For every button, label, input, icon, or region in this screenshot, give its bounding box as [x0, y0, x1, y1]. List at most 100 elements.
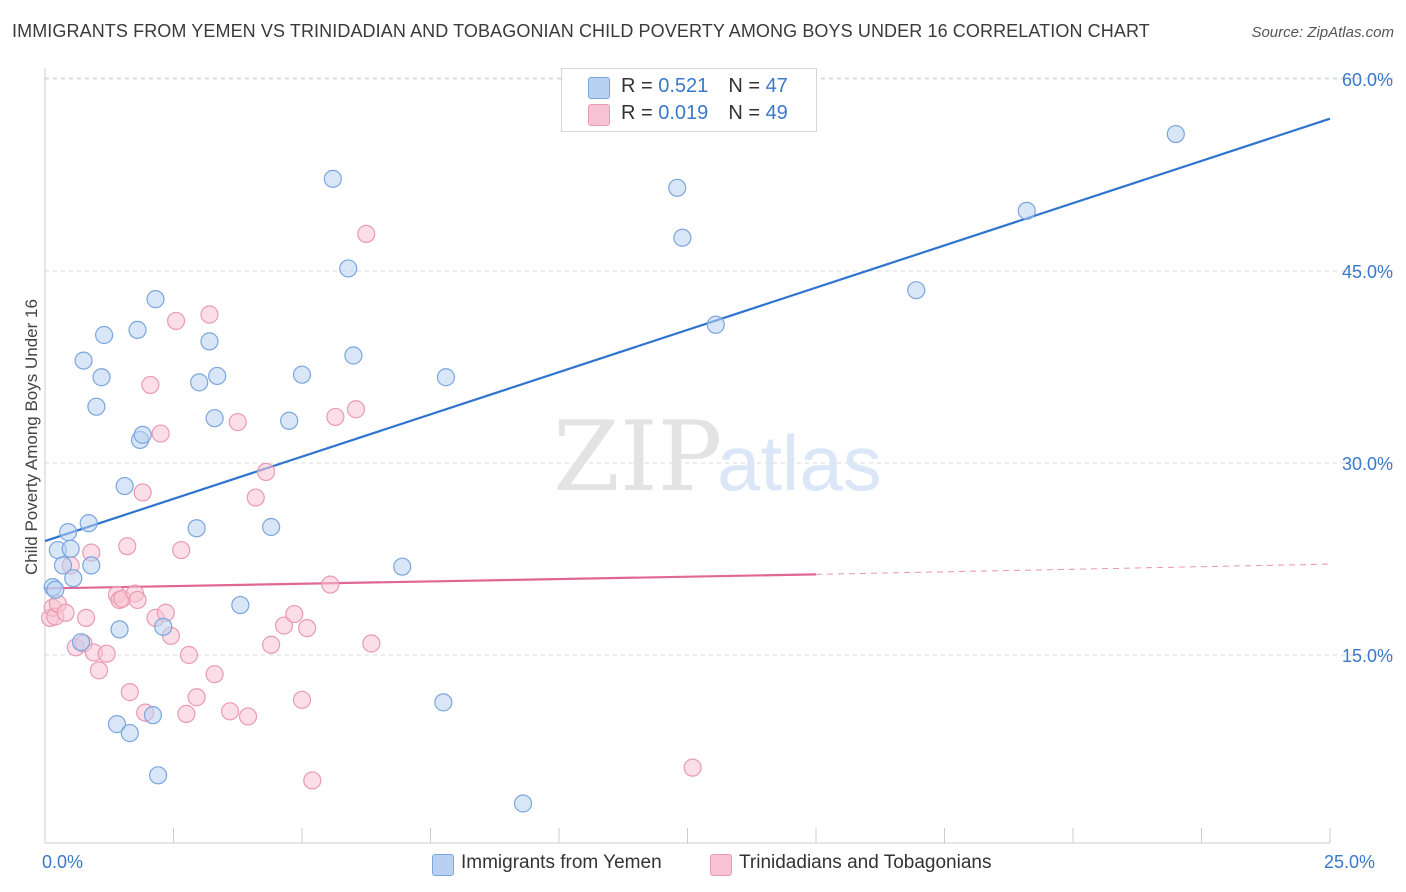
data-point-trinidad	[151, 424, 170, 443]
data-point-trinidad	[166, 311, 186, 331]
data-point-yemen	[154, 617, 173, 636]
data-point-trinidad	[683, 758, 702, 777]
data-point-yemen	[64, 569, 83, 588]
data-point-yemen	[79, 514, 98, 533]
data-point-yemen	[200, 332, 219, 351]
data-point-yemen	[907, 281, 926, 300]
data-point-trinidad	[285, 604, 304, 624]
axes	[44, 68, 1331, 844]
legend-n-value: 49	[765, 102, 788, 124]
x-tick-min: 0.0%	[42, 852, 84, 872]
data-point-trinidad	[321, 575, 340, 594]
data-point-trinidad	[77, 608, 96, 627]
data-point-yemen	[436, 368, 456, 387]
data-point-trinidad	[141, 375, 160, 395]
data-point-trinidad	[357, 224, 376, 243]
data-point-trinidad	[346, 400, 366, 419]
watermark: ZIP atlas	[553, 401, 882, 513]
data-point-yemen	[280, 411, 299, 430]
data-point-trinidad	[177, 704, 196, 723]
legend-swatch-blue	[588, 77, 610, 99]
data-point-yemen	[61, 539, 80, 558]
data-point-yemen	[92, 368, 111, 387]
data-point-trinidad	[303, 771, 322, 790]
data-point-trinidad	[238, 707, 258, 726]
data-point-yemen	[110, 620, 129, 639]
trend-line-trinidad-extension	[815, 563, 1331, 575]
data-point-yemen	[344, 346, 363, 365]
legend-r-value: 0.521	[658, 75, 709, 97]
data-point-yemen	[107, 715, 127, 734]
data-point-yemen	[208, 366, 227, 386]
data-point-yemen	[1017, 201, 1036, 220]
data-point-yemen	[46, 580, 65, 599]
data-point-trinidad	[326, 407, 345, 427]
data-point-yemen	[393, 557, 412, 576]
y-tick-label: 60.0%	[1342, 70, 1393, 90]
data-point-yemen	[1166, 124, 1185, 144]
data-point-yemen	[323, 169, 342, 188]
legend-r-value: 0.019	[658, 102, 709, 124]
data-point-yemen	[128, 320, 147, 339]
data-point-yemen	[292, 365, 312, 384]
data-point-trinidad	[200, 305, 219, 324]
data-point-trinidad	[187, 688, 206, 707]
y-tick-label: 15.0%	[1342, 646, 1393, 666]
data-point-yemen	[53, 556, 73, 575]
legend-r-label: R =	[621, 102, 659, 124]
data-point-trinidad	[205, 665, 224, 684]
legend-swatch-pink	[588, 104, 610, 126]
data-point-yemen	[231, 595, 250, 615]
data-point-yemen	[87, 397, 106, 416]
data-point-yemen	[190, 373, 209, 392]
data-point-trinidad	[298, 619, 317, 638]
trend-lines	[44, 117, 1331, 590]
data-point-trinidad	[97, 644, 116, 663]
y-tick-label: 30.0%	[1342, 454, 1393, 474]
data-point-yemen	[148, 766, 168, 785]
data-point-trinidad	[128, 590, 147, 610]
data-point-yemen	[187, 519, 206, 538]
trend-line-trinidad	[44, 573, 817, 590]
y-axis-label: Child Poverty Among Boys Under 16	[22, 299, 41, 575]
data-point-trinidad	[246, 488, 265, 507]
legend-n-label: N =	[728, 102, 766, 124]
data-point-trinidad	[179, 645, 199, 665]
data-point-trinidad	[118, 537, 137, 556]
chart-title: IMMIGRANTS FROM YEMEN VS TRINIDADIAN AND…	[12, 21, 1150, 41]
data-point-yemen	[146, 290, 165, 309]
data-point-trinidad	[262, 635, 281, 654]
data-point-yemen	[133, 425, 152, 444]
data-point-yemen	[120, 723, 139, 743]
series-legend: Immigrants from Yemen Trinidadians and T…	[0, 852, 1406, 878]
data-point-trinidad	[120, 683, 139, 702]
watermark-atlas: atlas	[717, 419, 882, 507]
data-point-trinidad	[274, 616, 294, 635]
data-point-yemen	[115, 476, 134, 496]
data-point-trinidad	[56, 603, 75, 622]
data-point-yemen	[262, 517, 281, 537]
data-point-yemen	[668, 178, 687, 197]
series-yemen-points	[43, 124, 1185, 813]
data-point-yemen	[71, 633, 91, 652]
legend-r-label: R =	[621, 75, 659, 97]
data-point-yemen	[513, 794, 533, 813]
data-point-yemen	[205, 409, 224, 428]
data-point-yemen	[434, 693, 453, 712]
source-label: Source: ZipAtlas.com	[1251, 24, 1394, 41]
legend-label-yemen: Immigrants from Yemen	[461, 852, 662, 873]
data-point-trinidad	[133, 483, 152, 502]
data-point-trinidad	[292, 690, 312, 709]
legend-n-value: 47	[765, 75, 788, 97]
legend-swatch-blue	[432, 854, 454, 876]
data-point-yemen	[82, 556, 101, 575]
data-point-trinidad	[362, 634, 381, 653]
legend-n-label: N =	[728, 75, 766, 97]
correlation-legend: R = 0.521 N = 47 R = 0.019 N = 49	[561, 68, 817, 132]
data-point-yemen	[95, 325, 114, 345]
y-tick-labels: 15.0% 30.0% 45.0% 60.0%	[1342, 70, 1393, 666]
x-tick-max: 25.0%	[1324, 852, 1376, 872]
data-point-yemen	[673, 228, 692, 247]
data-point-yemen	[143, 706, 163, 725]
